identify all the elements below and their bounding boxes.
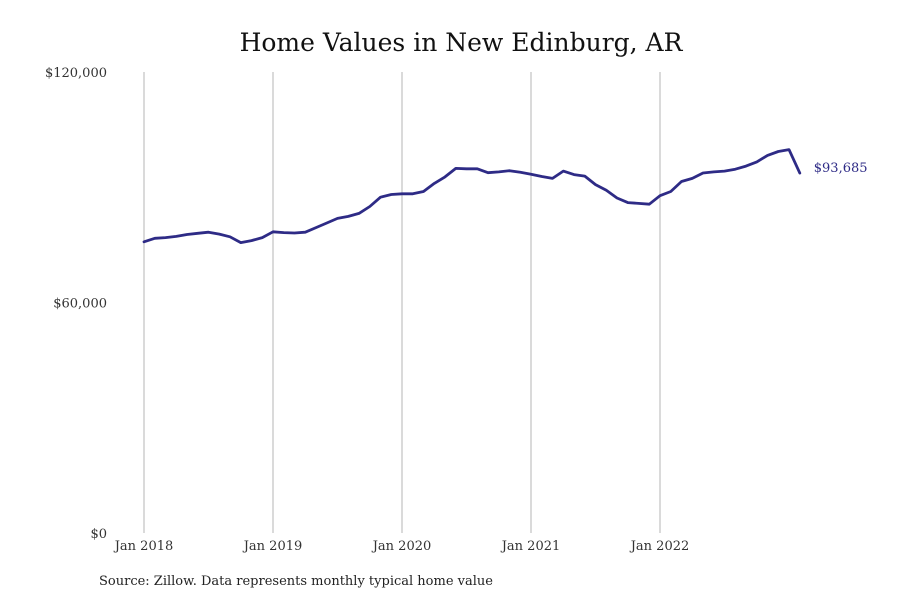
x-tick-label: Jan 2021 (500, 539, 561, 554)
y-tick-label: $120,000 (45, 66, 107, 81)
x-gridlines (143, 72, 661, 533)
end-value-label: $93,685 (814, 161, 868, 176)
x-tick-label: Jan 2019 (242, 539, 303, 554)
source-note: Source: Zillow. Data represents monthly … (99, 574, 493, 589)
x-tick-label: Jan 2020 (371, 539, 432, 554)
x-axis-ticks: Jan 2018 Jan 2019 Jan 2020 Jan 2021 Jan 2022 (113, 539, 690, 554)
y-axis-ticks: $0 $60,000 $120,000 (45, 66, 107, 542)
y-tick-label: $0 (90, 527, 107, 542)
x-tick-label: Jan 2022 (629, 539, 690, 554)
y-tick-label: $60,000 (53, 297, 107, 312)
series-line-home-value (142, 148, 802, 244)
x-tick-label: Jan 2018 (113, 539, 174, 554)
chart-title: Home Values in New Edinburg, AR (240, 28, 684, 57)
